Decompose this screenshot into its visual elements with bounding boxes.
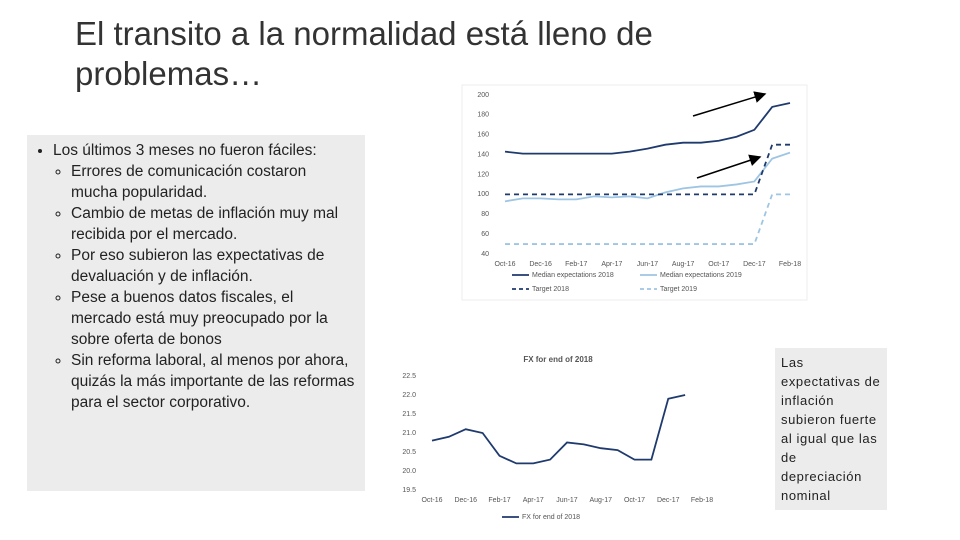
- bullet-text: Los últimos 3 meses no fueron fáciles:: [53, 142, 317, 159]
- x-tick-label: Oct-16: [421, 497, 442, 504]
- sub-bullet: Pese a buenos datos fiscales, el mercado…: [71, 287, 355, 350]
- sub-bullet: Cambio de metas de inflación muy mal rec…: [71, 203, 355, 245]
- x-tick-label: Dec-17: [743, 261, 766, 268]
- arrow: [696, 154, 762, 179]
- bullet-box: Los últimos 3 meses no fueron fáciles: E…: [27, 135, 365, 491]
- y-tick-label: 100: [477, 191, 489, 198]
- y-tick-label: 60: [481, 231, 489, 238]
- y-tick-label: 21.0: [402, 430, 416, 437]
- chart-frame: [461, 84, 808, 301]
- x-tick-label: Oct-17: [708, 261, 729, 268]
- y-tick-label: 140: [477, 151, 489, 158]
- y-tick-label: 22.5: [402, 373, 416, 380]
- series-line: [505, 193, 790, 245]
- y-tick-label: 21.5: [402, 411, 416, 418]
- legend-label: Median expectations 2019: [660, 272, 742, 279]
- x-tick-label: Apr-17: [523, 497, 544, 504]
- y-tick-label: 40: [481, 251, 489, 258]
- x-tick-label: Aug-17: [589, 497, 612, 504]
- sub-bullet: Por eso subieron las expectativas de dev…: [71, 245, 355, 287]
- y-tick-label: 19.5: [402, 487, 416, 494]
- series-line: [504, 151, 791, 203]
- x-tick-label: Dec-17: [657, 497, 680, 504]
- legend-label: Target 2018: [532, 286, 569, 293]
- series-line: [431, 394, 686, 465]
- y-tick-label: 20.5: [402, 449, 416, 456]
- y-tick-label: 120: [477, 171, 489, 178]
- x-tick-label: Oct-16: [494, 261, 515, 268]
- sub-bullet: Sin reforma laboral, al menos por ahora,…: [71, 350, 355, 413]
- sub-bullet: Errores de comunicación costaron mucha p…: [71, 161, 355, 203]
- legend-label: FX for end of 2018: [522, 514, 580, 521]
- legend-label: Median expectations 2018: [532, 272, 614, 279]
- x-tick-label: Apr-17: [601, 261, 622, 268]
- y-tick-label: 180: [477, 112, 489, 119]
- series-line: [505, 143, 790, 196]
- x-tick-label: Jun-17: [556, 497, 578, 504]
- x-tick-label: Feb-18: [779, 261, 801, 268]
- series-line: [504, 102, 791, 155]
- bullet-list: Los últimos 3 meses no fueron fáciles: E…: [35, 140, 355, 413]
- x-tick-label: Aug-17: [672, 261, 695, 268]
- chart-title: FX for end of 2018: [523, 355, 593, 364]
- y-tick-label: 20.0: [402, 468, 416, 475]
- y-tick-label: 80: [481, 211, 489, 218]
- y-tick-label: 160: [477, 132, 489, 139]
- x-tick-label: Feb-18: [691, 497, 713, 504]
- bullet: Los últimos 3 meses no fueron fáciles: E…: [53, 140, 355, 413]
- x-tick-label: Feb-17: [488, 497, 510, 504]
- y-tick-label: 22.0: [402, 392, 416, 399]
- x-tick-label: Jun-17: [637, 261, 659, 268]
- side-note: Las expectativas de inflación subieron f…: [775, 348, 887, 510]
- legend-label: Target 2019: [660, 286, 697, 293]
- x-tick-label: Dec-16: [454, 497, 477, 504]
- arrow: [692, 91, 767, 117]
- x-tick-label: Feb-17: [565, 261, 587, 268]
- sub-bullet-list: Errores de comunicación costaron mucha p…: [53, 161, 355, 413]
- y-tick-label: 200: [477, 92, 489, 99]
- x-tick-label: Oct-17: [624, 497, 645, 504]
- x-tick-label: Dec-16: [529, 261, 552, 268]
- slide-title: El transito a la normalidad está lleno d…: [75, 15, 653, 92]
